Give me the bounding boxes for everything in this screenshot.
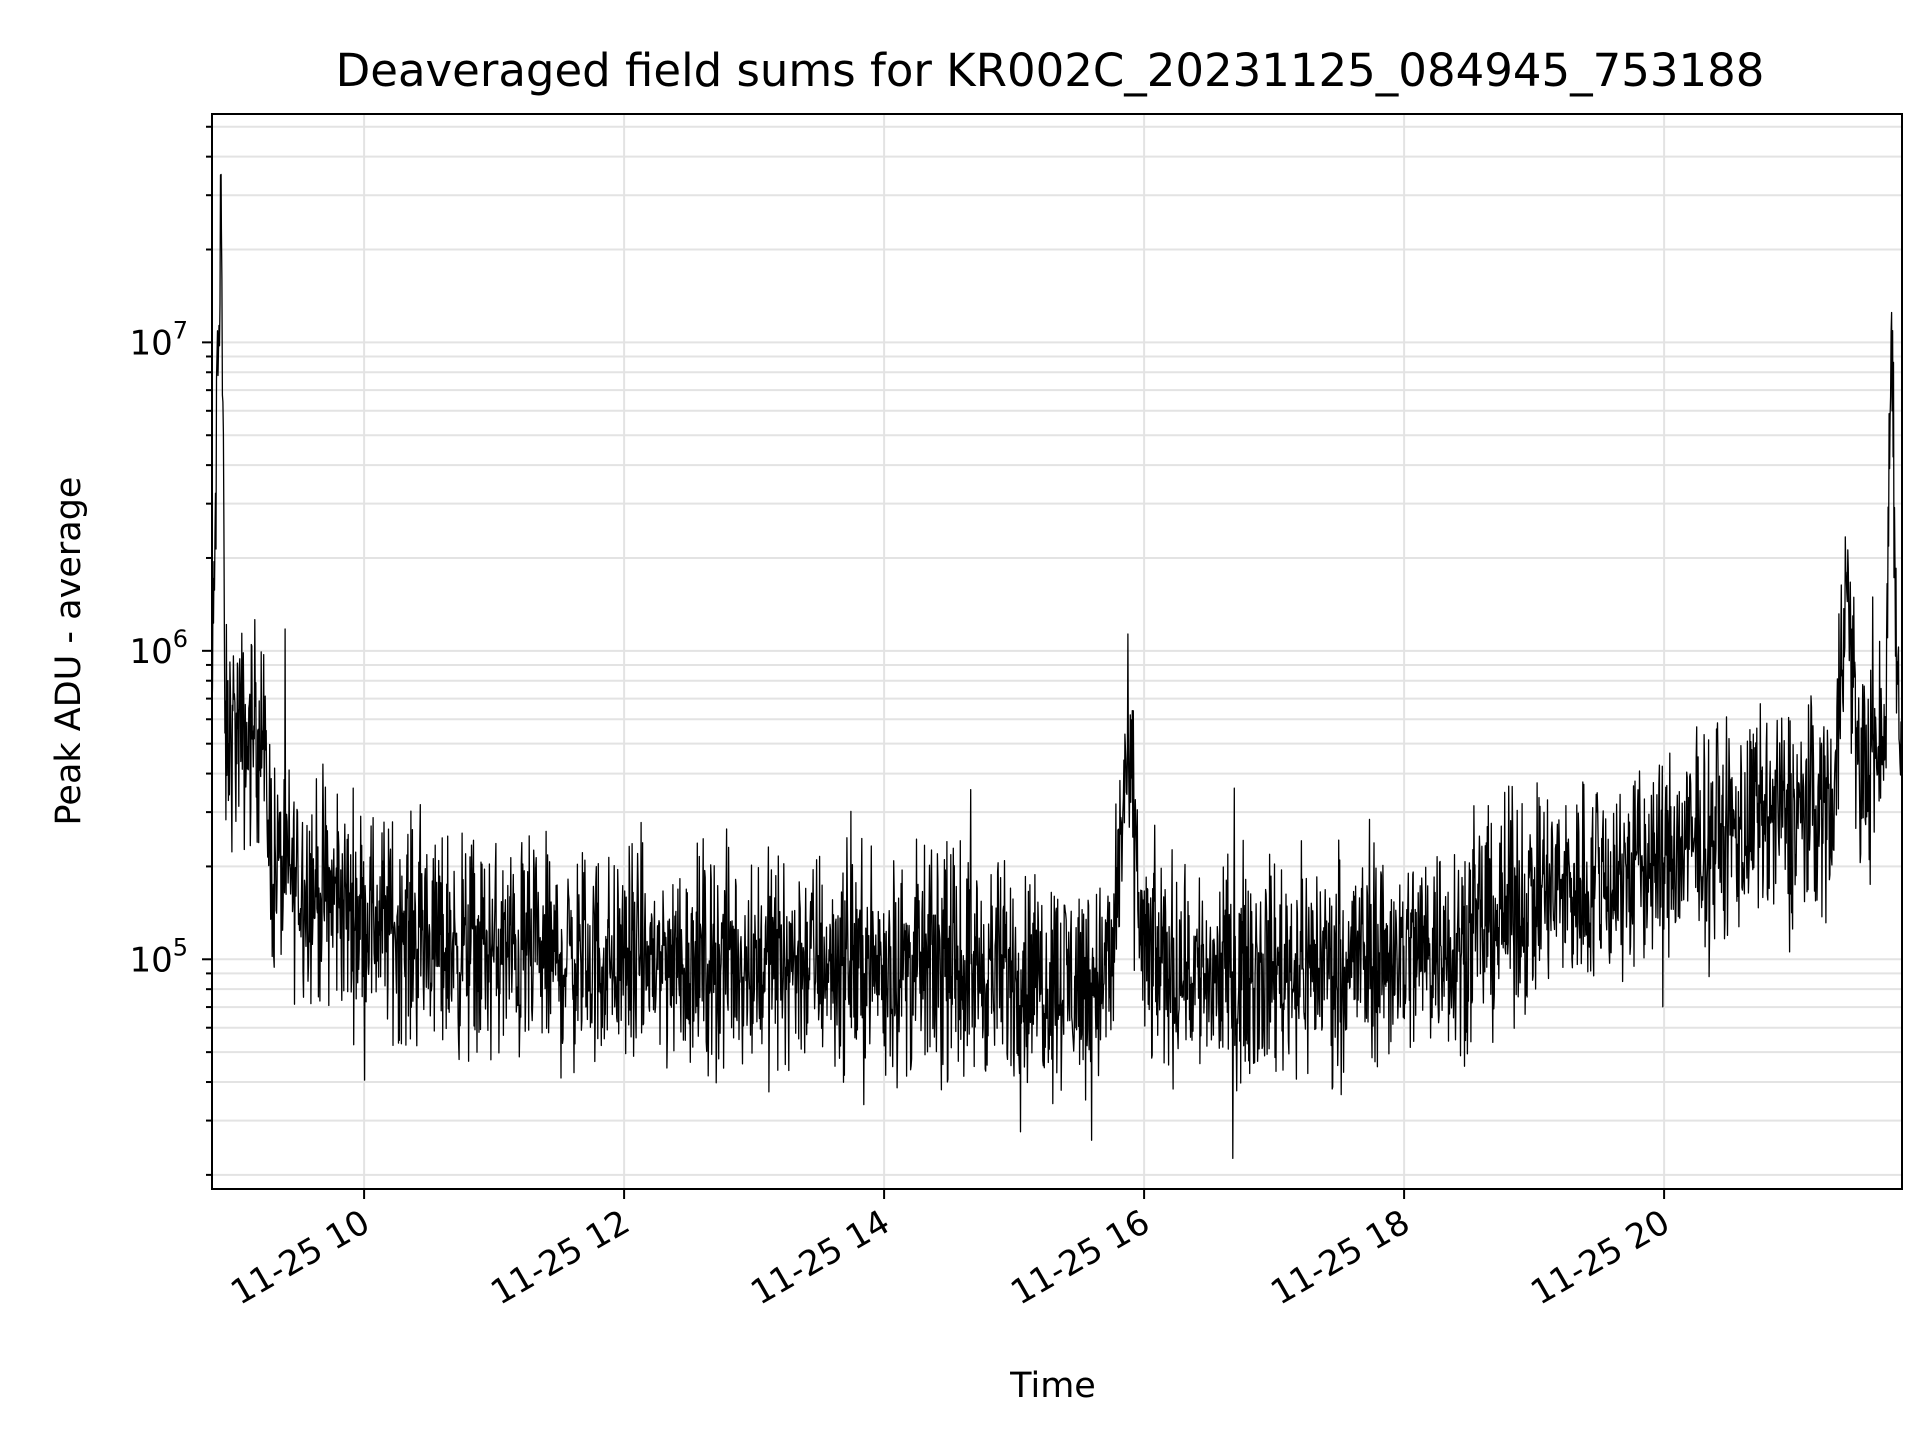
series-line <box>211 173 1903 1160</box>
y-tick-base: 10 <box>129 940 172 980</box>
y-tick-label: 107 <box>129 316 188 363</box>
x-tick-label: 11-25 14 <box>744 1202 896 1313</box>
x-tick-label: 11-25 18 <box>1264 1202 1416 1313</box>
x-tick-label: 11-25 16 <box>1004 1202 1156 1313</box>
y-tick-base: 10 <box>129 632 172 672</box>
y-tick-base: 10 <box>129 323 172 363</box>
series-layer <box>211 173 1903 1160</box>
x-tick-label: 11-25 12 <box>484 1202 636 1313</box>
x-tick-label: 11-25 20 <box>1524 1202 1676 1313</box>
grid <box>212 114 1902 1189</box>
y-tick-exponent: 7 <box>173 316 188 344</box>
x-tick-label: 11-25 10 <box>224 1202 376 1313</box>
chart-title: Deaveraged field sums for KR002C_2023112… <box>336 44 1765 97</box>
x-axis-label: Time <box>1009 1366 1096 1406</box>
y-tick-label: 105 <box>129 933 188 980</box>
x-axis: 11-25 10 11-25 12 11-25 14 11-25 16 11-25 18… <box>224 1189 1677 1313</box>
y-tick-label: 106 <box>129 625 188 672</box>
y-axis-label: Peak ADU - average <box>49 477 89 826</box>
y-tick-exponent: 6 <box>173 625 188 653</box>
y-tick-exponent: 5 <box>173 933 188 961</box>
